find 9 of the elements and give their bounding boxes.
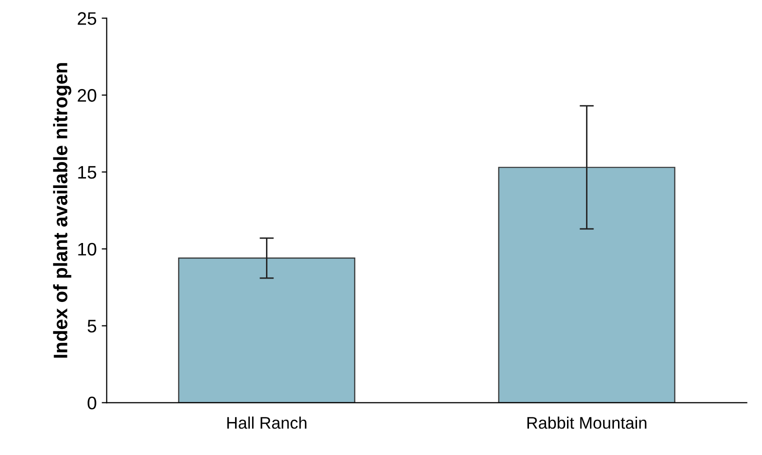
- y-tick-label: 25: [78, 12, 96, 25]
- y-tick-label: 0: [88, 396, 96, 410]
- y-tick-label: 20: [78, 89, 96, 102]
- y-tick-label: 10: [78, 242, 96, 256]
- x-tick-label: Rabbit Mountain: [527, 416, 646, 429]
- y-tick-label: 15: [78, 166, 96, 179]
- y-tick-label: 5: [88, 320, 96, 332]
- x-tick-label: Hall Ranch: [227, 416, 306, 429]
- y-axis-title: Index of plant available nitrogen: [53, 63, 72, 358]
